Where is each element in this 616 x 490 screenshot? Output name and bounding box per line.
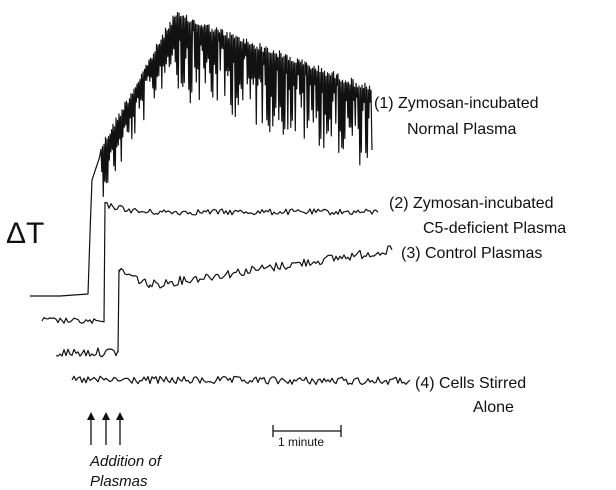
addition-annotation-line1: Addition of [89,453,163,470]
series-3-label-line1: (3) Control Plasmas [401,245,542,262]
y-axis-label: ΔT [6,217,44,250]
trace-series-4 [72,376,410,384]
traces-group [30,13,410,385]
scale-bar-label: 1 minute [278,435,324,449]
series-1-label-line2: Normal Plasma [407,121,516,138]
series-label-1: (1) Zymosan-incubated Normal Plasma [374,95,539,138]
addition-arrows [87,412,124,445]
addition-arrow-1 [87,412,95,445]
scale-bar: 1 minute [273,425,341,449]
addition-annotation-line2: Plasmas [90,473,148,490]
series-4-label-line2: Alone [473,399,514,416]
series-label-4: (4) Cells Stirred Alone [415,375,526,416]
series-1-label-line1: (1) Zymosan-incubated [374,95,539,112]
series-label-3: (3) Control Plasmas [401,245,542,262]
series-label-2: (2) Zymosan-incubated C5-deficient Plasm… [389,195,566,237]
trace-series-2 [42,203,378,324]
trace-series-1 [30,13,372,296]
addition-arrow-3 [116,412,124,445]
series-2-label-line2: C5-deficient Plasma [423,220,566,237]
addition-arrow-2 [102,412,110,445]
series-2-label-line1: (2) Zymosan-incubated [389,195,554,212]
series-4-label-line1: (4) Cells Stirred [415,375,526,392]
trace-series-3 [56,246,392,357]
